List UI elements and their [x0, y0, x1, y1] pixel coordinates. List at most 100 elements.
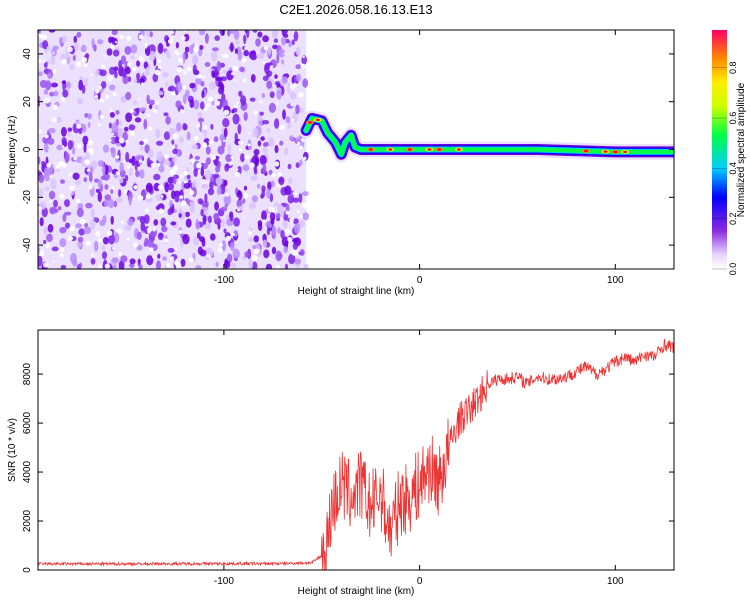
- noise-speckle: [103, 199, 110, 207]
- noise-speckle: [238, 90, 243, 97]
- noise-speckle: [77, 97, 84, 105]
- noise-speckle: [140, 221, 146, 232]
- noise-speckle: [255, 38, 261, 47]
- noise-speckle: [243, 49, 249, 57]
- noise-speckle: [65, 222, 71, 229]
- noise-speckle: [267, 46, 271, 56]
- noise-speckle: [251, 195, 258, 203]
- snr-x-axis-label: Height of straight line (km): [298, 586, 415, 597]
- noise-gap: [133, 185, 138, 190]
- noise-gap: [236, 168, 239, 171]
- noise-speckle: [163, 112, 169, 117]
- noise-speckle: [263, 143, 268, 147]
- noise-gap: [268, 257, 272, 260]
- noise-speckle: [181, 181, 185, 192]
- noise-speckle: [233, 30, 240, 40]
- noise-speckle: [243, 111, 248, 121]
- noise-speckle: [120, 255, 128, 263]
- noise-speckle: [53, 199, 58, 208]
- noise-gap: [196, 123, 201, 128]
- noise-gap: [176, 51, 180, 56]
- noise-gap: [182, 85, 187, 90]
- noise-gap: [244, 46, 248, 50]
- noise-gap: [79, 218, 86, 225]
- noise-speckle: [102, 144, 110, 153]
- snr-y-axis-label: SNR (10 * v/v): [7, 418, 18, 482]
- noise-speckle: [262, 239, 267, 249]
- noise-speckle: [276, 253, 283, 259]
- noise-speckle: [204, 222, 212, 230]
- spectrogram-panel: -100 0 100 -40 -20 0 20 40 Height of straight …: [7, 29, 675, 297]
- noise-speckle: [110, 189, 114, 194]
- noise-speckle: [261, 190, 266, 198]
- noise-speckle: [165, 81, 169, 87]
- noise-gap: [163, 88, 166, 92]
- noise-speckle: [160, 217, 167, 227]
- noise-gap: [167, 38, 174, 44]
- noise-gap: [201, 179, 207, 185]
- noise-speckle: [130, 55, 135, 60]
- noise-gap: [253, 110, 258, 115]
- noise-speckle: [165, 116, 171, 125]
- noise-speckle: [225, 154, 233, 163]
- noise-gap: [174, 260, 179, 266]
- noise-speckle: [230, 262, 236, 269]
- noise-speckle: [253, 148, 260, 156]
- noise-gap: [290, 103, 294, 107]
- noise-speckle: [274, 74, 278, 79]
- colorbar-label: Normalized spectral amplitude: [736, 82, 747, 217]
- noise-speckle: [205, 146, 211, 155]
- noise-speckle: [130, 44, 138, 54]
- noise-speckle: [233, 217, 240, 227]
- noise-speckle: [224, 163, 230, 172]
- noise-gap: [118, 137, 125, 144]
- noise-gap: [137, 195, 144, 201]
- noise-speckle: [119, 162, 124, 173]
- noise-speckle: [257, 140, 262, 147]
- noise-speckle: [145, 66, 150, 76]
- noise-speckle: [128, 167, 133, 177]
- noise-speckle: [292, 197, 300, 203]
- noise-speckle: [276, 53, 280, 64]
- snr-frame: [37, 329, 675, 571]
- noise-speckle: [56, 144, 63, 151]
- noise-speckle: [125, 112, 133, 123]
- noise-speckle: [48, 127, 56, 134]
- noise-speckle: [97, 191, 103, 203]
- noise-speckle: [101, 251, 108, 260]
- noise-speckle: [266, 127, 271, 133]
- noise-speckle: [289, 135, 294, 141]
- noise-speckle: [117, 127, 124, 139]
- noise-speckle: [277, 227, 281, 234]
- noise-speckle: [302, 212, 310, 221]
- noise-gap: [236, 101, 240, 105]
- noise-speckle: [82, 124, 87, 133]
- colorbar-tick-label: 0.4: [728, 162, 738, 175]
- noise-speckle: [176, 81, 183, 93]
- noise-speckle: [117, 149, 121, 161]
- noise-speckle: [87, 113, 92, 120]
- noise-speckle: [167, 160, 171, 167]
- noise-speckle: [293, 218, 299, 225]
- noise-speckle: [108, 233, 115, 245]
- noise-gap: [61, 145, 65, 148]
- noise-speckle: [261, 92, 266, 99]
- noise-gap: [52, 69, 57, 74]
- noise-gap: [147, 227, 152, 233]
- noise-speckle: [239, 66, 245, 73]
- noise-speckle: [280, 209, 285, 218]
- colorbar-tick-label: 0.8: [728, 61, 738, 74]
- noise-speckle: [269, 193, 274, 203]
- noise-speckle: [156, 151, 164, 162]
- noise-speckle: [266, 188, 271, 199]
- noise-speckle: [74, 180, 81, 185]
- noise-speckle: [186, 131, 191, 141]
- noise-gap: [171, 145, 175, 150]
- noise-gap: [166, 263, 171, 268]
- noise-speckle: [167, 208, 173, 216]
- noise-speckle: [181, 211, 186, 219]
- noise-speckle: [200, 101, 205, 110]
- noise-gap: [184, 180, 188, 184]
- noise-speckle: [57, 206, 62, 211]
- noise-speckle: [172, 174, 177, 185]
